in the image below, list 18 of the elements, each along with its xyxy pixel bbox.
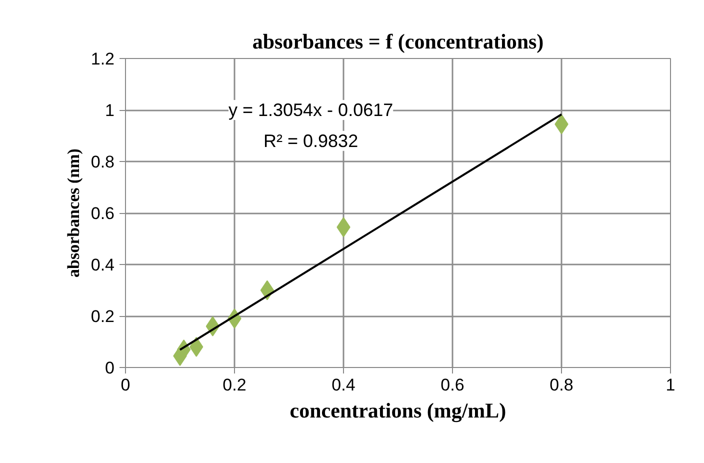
x-tick-label: 1	[666, 376, 676, 394]
annotation: y = 1.3054x - 0.0617	[228, 100, 394, 120]
y-tick-label: 0.4	[90, 256, 115, 274]
y-tick-label: 1.2	[90, 50, 115, 68]
y-tick-label: 0.8	[90, 152, 115, 172]
x-tick-label: 0	[120, 376, 130, 394]
x-axis-title: concentrations (mg/mL)	[290, 398, 506, 422]
annotation: R² = 0.9832	[264, 130, 358, 151]
y-tick-label: 1	[105, 101, 115, 120]
x-tick-label: 0.8	[550, 376, 574, 394]
x-tick-label: 0.2	[222, 376, 246, 394]
y-tick-label: 0.6	[90, 204, 115, 223]
x-tick-label: 0.4	[332, 376, 356, 394]
y-axis-title: absorbances (nm)	[64, 148, 83, 278]
x-tick-label: 0.6	[440, 376, 464, 394]
y-tick-label: 0	[105, 358, 115, 378]
chart-title: absorbances = f (concentrations)	[252, 30, 544, 54]
y-tick-label: 0.2	[90, 307, 115, 326]
